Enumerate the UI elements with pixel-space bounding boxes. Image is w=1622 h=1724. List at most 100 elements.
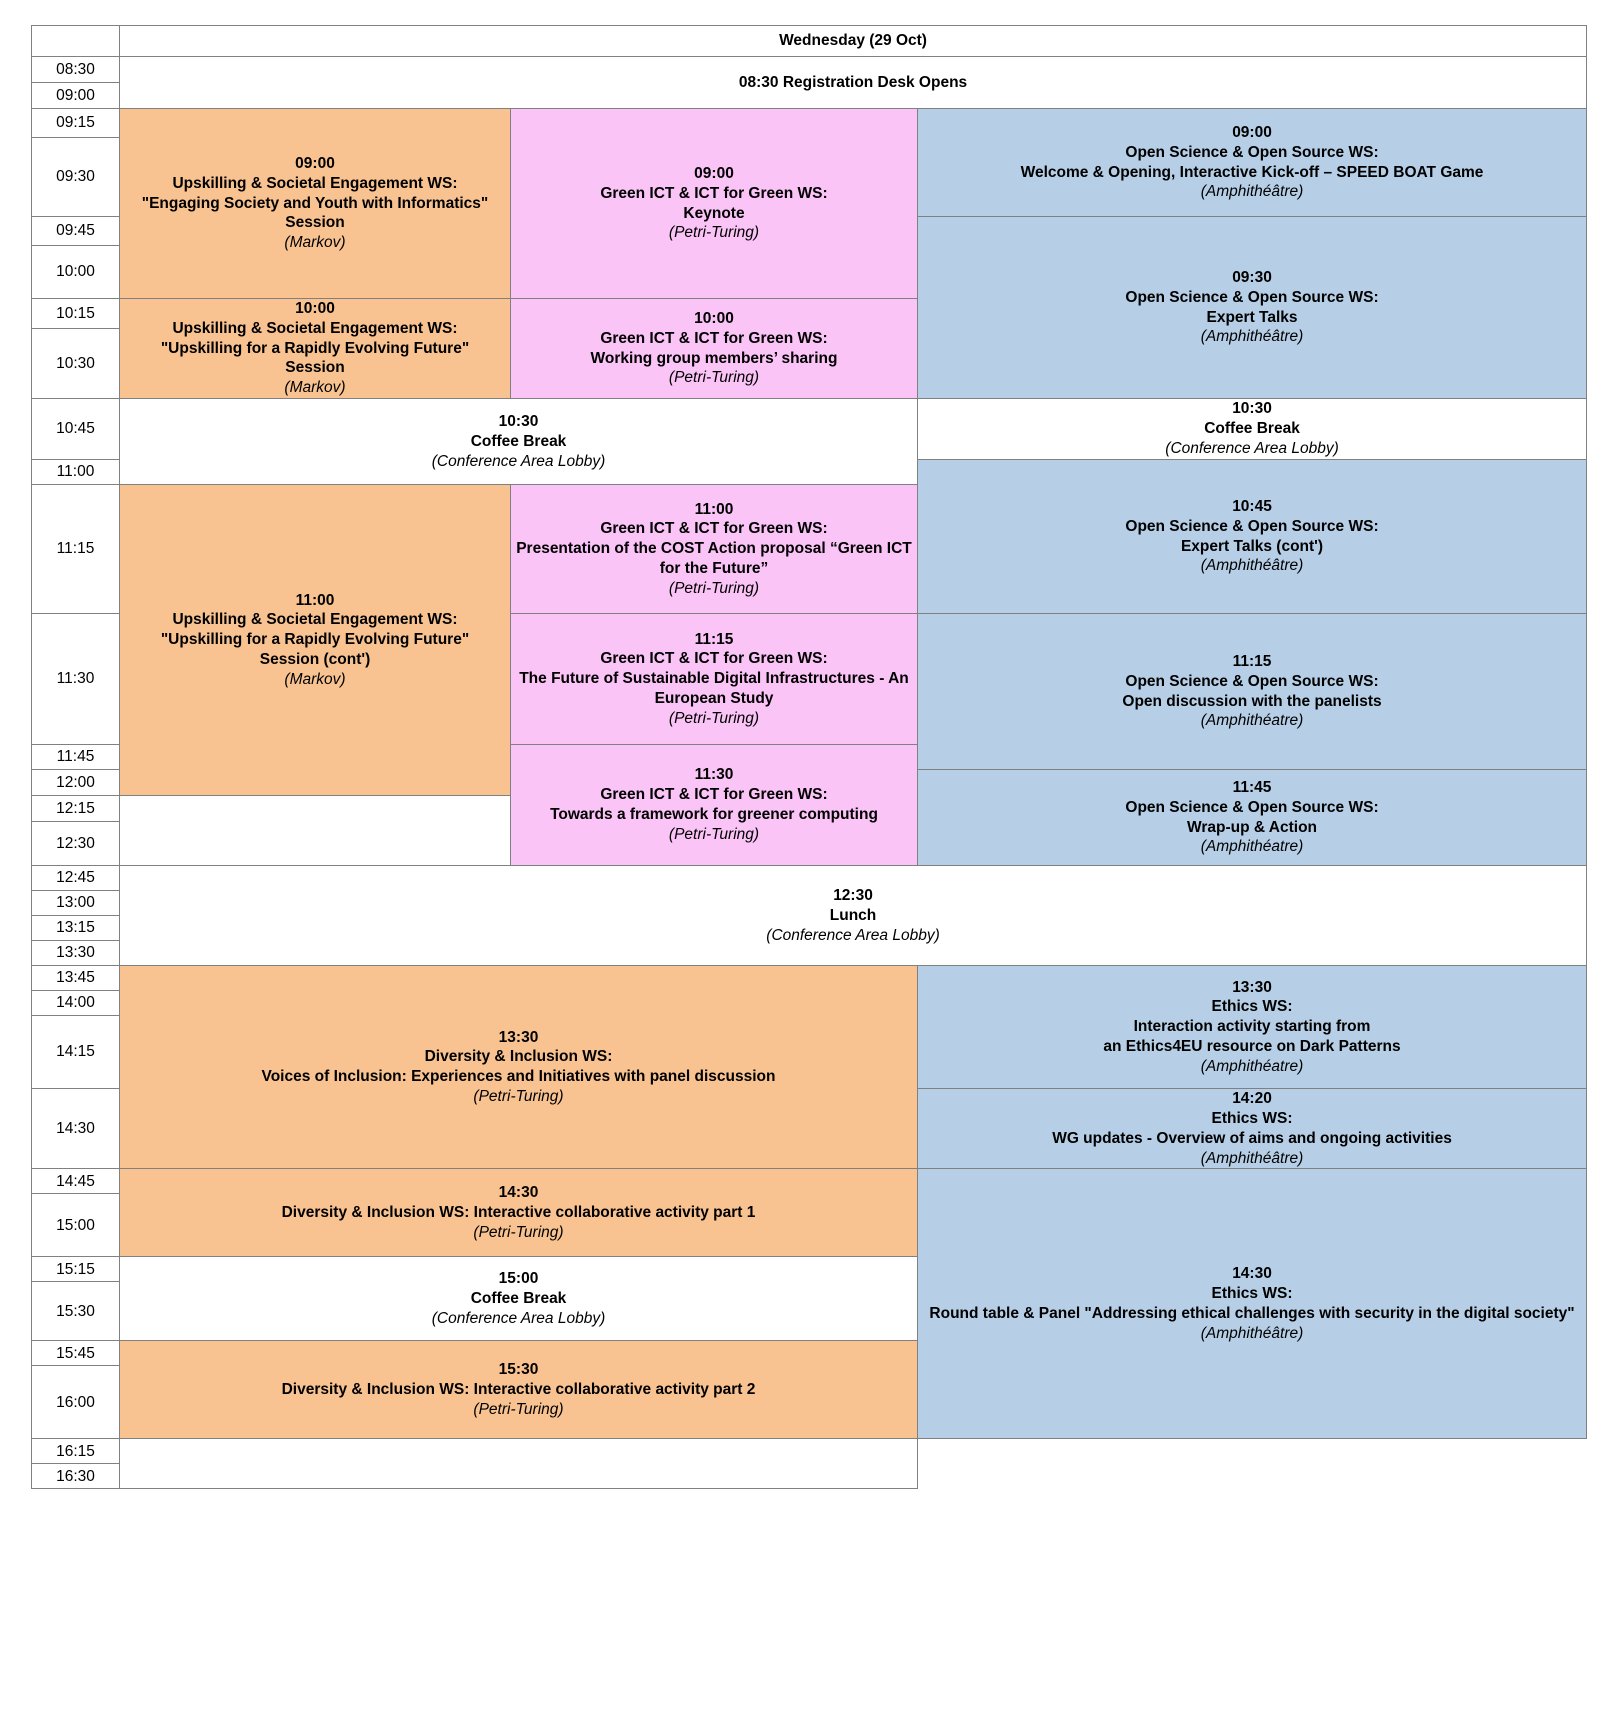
event-time: 11:15 <box>694 630 734 648</box>
event-venue: (Amphithéâtre) <box>1200 183 1304 201</box>
event-line2: Open discussion with the panelists <box>1122 692 1382 710</box>
table-row-1630: 16:30 <box>31 1463 1587 1490</box>
event-diversity-1530: 15:30 Diversity & Inclusion WS: Interact… <box>119 1340 918 1440</box>
table-row-1345: 13:45 13:30 Diversity & Inclusion WS: Vo… <box>31 965 1588 1170</box>
time-label-1045: 10:45 <box>31 398 120 461</box>
time-label-1130: 11:30 <box>31 613 120 746</box>
event-line2: Wrap-up & Action <box>1187 818 1318 836</box>
event-line2: WG updates - Overview of aims and ongoin… <box>1052 1129 1452 1147</box>
event-time: 09:00 <box>694 164 734 182</box>
table-row-1615: 16:15 <box>31 1438 1587 1490</box>
event-time: 10:00 <box>295 300 335 317</box>
event-line2: Towards a framework for greener computin… <box>550 806 878 824</box>
event-venue: (Markov) <box>284 379 346 397</box>
time-label-1500: 15:00 <box>31 1193 120 1258</box>
event-time: 12:30 <box>833 886 873 904</box>
time-label-1030: 10:30 <box>31 328 120 400</box>
event-time: 11:30 <box>694 766 734 784</box>
event-line1: Open Science & Open Source WS: <box>1125 798 1379 816</box>
time-label-1545: 15:45 <box>31 1340 120 1367</box>
event-venue: (Conference Area Lobby) <box>1165 440 1339 458</box>
event-line2: Interaction activity starting from <box>1133 1018 1371 1036</box>
table-row-0830: 08:30 08:30 Registration Desk Opens <box>31 56 1588 109</box>
event-line1: Coffee Break <box>1204 420 1300 438</box>
event-venue: (Amphithéâtre) <box>1200 328 1304 346</box>
time-label-1600: 16:00 <box>31 1365 120 1440</box>
event-line2: "Upskilling for a Rapidly Evolving Futur… <box>160 631 470 649</box>
event-ethics-1420: 14:20 Ethics WS: WG updates - Overview o… <box>916 1088 1588 1170</box>
event-venue: (Petri-Turing) <box>668 224 760 242</box>
table-row-1200: 12:00 11:45 Open Science & Open Source W… <box>31 769 1588 867</box>
event-line1: Ethics WS: <box>1211 998 1293 1016</box>
event-line1: Open Science & Open Source WS: <box>1125 143 1379 161</box>
table-row-1315: 13:15 <box>31 915 1587 942</box>
table-row-1445: 14:45 14:30 Diversity & Inclusion WS: In… <box>31 1168 1588 1440</box>
event-venue: (Conference Area Lobby) <box>766 926 940 944</box>
event-green-1000: 10:00 Green ICT & ICT for Green WS: Work… <box>510 297 918 400</box>
empty-cell-left <box>119 1438 918 1490</box>
event-venue: (Petri-Turing) <box>668 579 760 597</box>
time-label-1145: 11:45 <box>31 744 120 771</box>
table-row-1100: 11:00 10:45 Open Science & Open Source W… <box>31 459 1588 615</box>
time-label-1515: 15:15 <box>31 1256 120 1283</box>
event-line1: Diversity & Inclusion WS: Interactive co… <box>281 1204 756 1222</box>
time-label-1630: 16:30 <box>31 1463 120 1490</box>
table-row-1030: 10:30 <box>31 328 1587 400</box>
event-line1: Upskilling & Societal Engagement WS: <box>172 319 458 337</box>
time-label-1615: 16:15 <box>31 1438 120 1465</box>
event-venue: (Petri-Turing) <box>473 1223 564 1241</box>
event-line2: Voices of Inclusion: Experiences and Ini… <box>261 1068 776 1086</box>
event-time: 10:00 <box>694 309 734 327</box>
event-time: 14:30 <box>498 1184 539 1202</box>
event-line3: Session (cont') <box>259 651 371 669</box>
event-upskilling-0900: 09:00 Upskilling & Societal Engagement W… <box>119 108 511 299</box>
event-coffee-1500: 15:00 Coffee Break (Conference Area Lobb… <box>119 1256 918 1342</box>
event-line2: The Future of Sustainable Digital Infras… <box>519 670 909 708</box>
table-row-1145: 11:45 11:30 Green ICT & ICT for Green WS… <box>31 744 1587 867</box>
event-venue: (Amphithéatre) <box>1200 838 1304 856</box>
event-line2: "Engaging Society and Youth with Informa… <box>141 194 489 212</box>
table-row-1330: 13:30 <box>31 940 1587 967</box>
event-time: 10:30 <box>1232 400 1272 418</box>
event-line1: Green ICT & ICT for Green WS: <box>600 329 828 347</box>
event-venue: (Amphithéatre) <box>1200 712 1304 730</box>
event-green-1115: 11:15 Green ICT & ICT for Green WS: The … <box>510 613 918 746</box>
event-time: 15:30 <box>498 1361 539 1379</box>
time-label-0945: 09:45 <box>31 216 120 246</box>
table-row-0945: 09:45 09:30 Open Science & Open Source W… <box>31 215 1588 400</box>
day-header: Wednesday (29 Oct) <box>118 25 1588 57</box>
event-diversity-1430: 14:30 Diversity & Inclusion WS: Interact… <box>119 1168 918 1258</box>
event-line1: Open Science & Open Source WS: <box>1125 672 1379 690</box>
event-time: 15:00 <box>498 1270 539 1288</box>
event-line2: Round table & Panel "Addressing ethical … <box>929 1304 1575 1322</box>
table-row-1415: 14:15 <box>31 1015 1587 1090</box>
event-venue: (Conference Area Lobby) <box>431 452 606 470</box>
event-openscience-1045: 10:45 Open Science & Open Source WS: Exp… <box>916 459 1588 615</box>
event-line1: Lunch <box>829 906 877 924</box>
event-time: 09:30 <box>1232 268 1272 286</box>
event-line1: Upskilling & Societal Engagement WS: <box>172 174 458 192</box>
corner-spacer <box>31 25 120 57</box>
event-time: 13:30 <box>498 1028 539 1046</box>
event-time: 11:45 <box>1232 778 1272 796</box>
event-lunch-1230: 12:30 Lunch (Conference Area Lobby) <box>118 865 1588 967</box>
event-line1: Open Science & Open Source WS: <box>1125 517 1379 535</box>
event-openscience-1115: 11:15 Open Science & Open Source WS: Ope… <box>916 613 1588 771</box>
event-time: 11:15 <box>1232 652 1272 670</box>
table-row-1130: 11:30 11:15 Green ICT & ICT for Green WS… <box>31 613 1588 771</box>
time-label-0915: 09:15 <box>31 108 120 138</box>
event-registration: 08:30 Registration Desk Opens <box>118 56 1588 109</box>
schedule-container: Wednesday (29 Oct) 08:30 08:30 Registrat… <box>31 25 1588 1490</box>
event-venue: (Amphithéâtre) <box>1200 1149 1304 1167</box>
event-green-1130: 11:30 Green ICT & ICT for Green WS: Towa… <box>510 744 918 867</box>
table-row-1045: 10:45 10:30 Coffee Break (Conference Are… <box>31 398 1588 486</box>
event-venue: (Amphithéâtre) <box>1200 1324 1304 1342</box>
event-line1: Diversity & Inclusion WS: Interactive co… <box>281 1381 756 1399</box>
event-time: 14:20 <box>1232 1090 1272 1108</box>
event-venue: (Petri-Turing) <box>668 369 760 387</box>
time-label-1100: 11:00 <box>31 459 120 486</box>
time-label-1315: 13:15 <box>31 915 120 942</box>
event-green-0900: 09:00 Green ICT & ICT for Green WS: Keyn… <box>510 108 918 299</box>
time-label-1230: 12:30 <box>31 821 120 867</box>
event-venue: (Amphithéâtre) <box>1200 557 1304 575</box>
